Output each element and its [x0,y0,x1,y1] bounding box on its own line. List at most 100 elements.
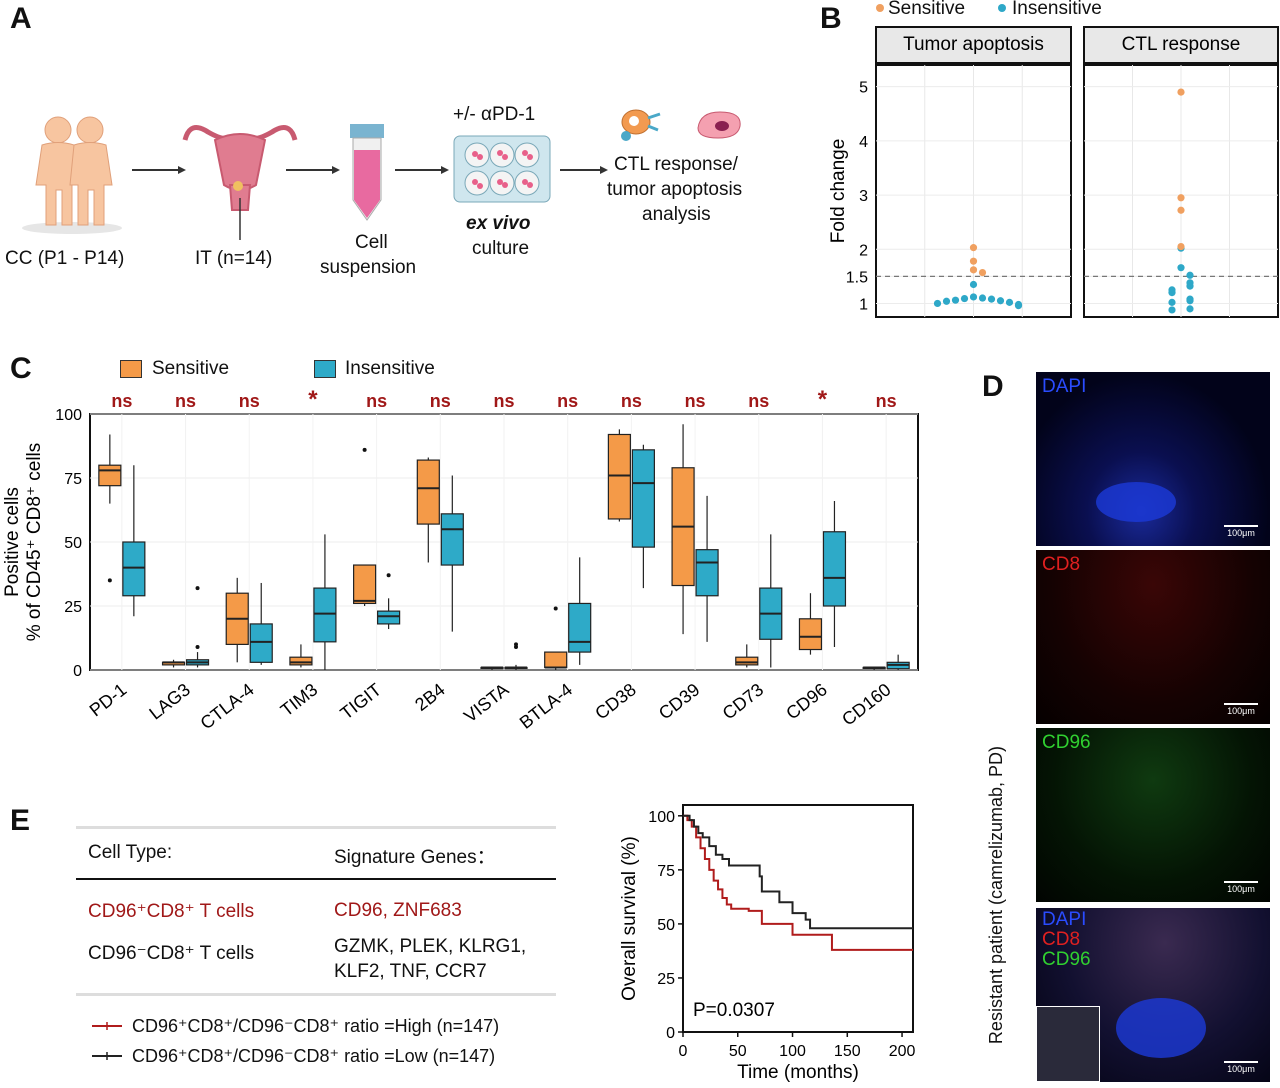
legend-c-insensitive: Insensitive [345,358,435,379]
suspension-label: suspension [320,257,417,278]
b-point-insensitive [933,299,942,308]
b-point-insensitive [1186,297,1194,305]
scale-bar-2: 100μm [1224,703,1258,716]
c-outlier [553,606,558,611]
c-ylabel-1: Positive cells [2,487,23,597]
b-ylabel: Fold change [828,139,849,244]
c-significance: ns [748,391,769,411]
c-ylabel-2: % of CD45⁺ CD8⁺ cells [24,443,45,642]
c-outlier [386,573,391,578]
patients-label: CC (P1 - P14) [5,248,125,269]
dapi-cluster [1096,482,1176,522]
b-point-insensitive [942,297,951,305]
km-xtick: 0 [679,1043,688,1060]
result-label-1: CTL response/ [614,154,738,175]
km-ytick: 25 [657,971,675,988]
merge-cluster [1116,998,1206,1058]
b-point-sensitive [969,266,978,274]
km-xtick: 50 [729,1043,747,1060]
c-box-insensitive [695,549,719,597]
chart-c: 0 25 50 75 100 Positive cells% of CD45⁺ CD8⁺ … [2,386,919,733]
b-facet-title: CTL response [1122,34,1241,55]
c-xtick: TIGIT [337,679,386,723]
treatment-label: +/- αPD-1 [453,104,536,125]
km-ylabel: Overall survival (%) [619,836,640,1001]
table-header-type: Cell Type: [88,842,173,863]
km-legend-high: CD96⁺CD8⁺/CD96⁻CD8⁺ ratio =High (n=147) [132,1016,500,1036]
c-significance: * [818,386,828,413]
legend-c-sensitive: Sensitive [152,358,230,379]
b-point-insensitive [1177,264,1185,272]
c-box-insensitive [822,531,847,607]
it-label: IT (n=14) [195,248,273,269]
ctl-cell-icon [621,109,661,141]
b-ytick: 1.5 [846,269,868,286]
c-box-insensitive [313,587,337,643]
c-box-sensitive [607,433,631,520]
b-point-insensitive [996,297,1005,305]
km-ytick: 75 [657,863,675,880]
c-xtick: CD73 [719,679,768,723]
row2-cell-type: CD96⁻CD8⁺ T cells [88,943,255,964]
c-box-insensitive [631,449,655,548]
km-xlabel: Time (months) [737,1062,859,1083]
workflow-diagram [22,109,741,240]
c-significance: ns [239,391,260,411]
b-ytick: 3 [859,188,868,205]
table-rule-top [76,826,556,829]
b-point-insensitive [1168,289,1176,297]
b-point-sensitive [1177,206,1185,214]
cell-label: Cell [355,232,388,253]
legend-b-sensitive: Sensitive [888,0,966,19]
b-point-insensitive [960,294,969,303]
b-point-insensitive [978,294,987,302]
km-plot-area [682,804,914,1033]
culture-label: culture [472,238,530,259]
row2-genes-1: GZMK, PLEK, KLRG1, [334,936,527,957]
c-box-insensitive [249,623,273,663]
chart-km: 0 25 50 75 100 0 50 100 150 200 Time (months) Overa… [619,804,916,1083]
scale-bar-4: 100μm [1224,1061,1258,1074]
row1-cell-type: CD96⁺CD8⁺ T cells [88,901,255,922]
c-box-sensitive [353,564,377,605]
table-rule-mid [76,878,556,880]
merge-label-dapi: DAPI [1042,909,1087,930]
b-point-sensitive [969,257,978,265]
legend-c-insensitive-swatch [314,360,336,378]
c-significance: * [308,386,318,413]
c-significance: ns [493,391,514,411]
panel-label-c: C [10,352,32,385]
panel-label-d: D [982,370,1004,403]
micro-label-cd8: CD8 [1042,554,1081,575]
panel-label-a: A [10,2,32,35]
c-outlier [362,447,367,452]
c-ytick: 50 [64,535,82,552]
c-xtick: CD96 [782,679,831,723]
b-point-insensitive [969,293,978,301]
km-xtick: 200 [889,1043,916,1060]
c-box-insensitive [122,541,146,597]
b-ytick: 5 [859,80,868,97]
c-xtick: CD39 [655,679,704,723]
c-box-insensitive [568,602,592,653]
chart-b: Fold change 1 1.5 2 3 4 5 Tumor apoptosis CTL re… [828,26,1279,318]
result-label-2: tumor apoptosis [607,179,743,200]
legend-b-insensitive: Insensitive [1012,0,1102,19]
c-significance: ns [175,391,196,411]
c-ytick: 0 [73,663,82,680]
b-point-insensitive [1168,306,1176,314]
c-box-sensitive [98,464,122,487]
b-point-insensitive [1005,298,1014,306]
c-xtick: LAG3 [145,679,194,723]
c-significance: ns [685,391,706,411]
culture-plate-icon [453,135,551,203]
b-point-insensitive [1186,282,1194,290]
b-ytick: 2 [859,242,868,259]
ex-vivo-label: ex vivo [466,213,531,234]
b-facet-title: Tumor apoptosis [903,34,1044,55]
km-line-low [683,814,913,930]
merge-label-cd8: CD8 [1042,929,1081,950]
b-point-sensitive [969,244,978,252]
b-point-insensitive [1168,298,1176,306]
km-xtick: 150 [834,1043,861,1060]
